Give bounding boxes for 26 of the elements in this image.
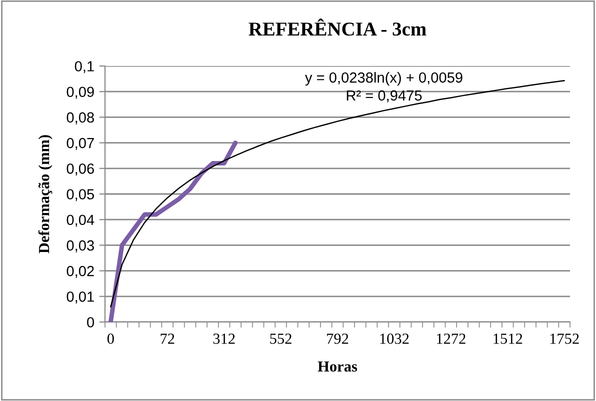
y-axis-title: Deformação (mm) (38, 135, 52, 254)
chart-title: REFERÊNCIA - 3cm (248, 18, 426, 36)
y-tick-label: 0,09 (66, 86, 94, 99)
x-tick-label: 1272 (436, 334, 466, 344)
line-series (108, 140, 238, 322)
y-tick-label: 0,03 (66, 240, 94, 252)
x-tick-label: 72 (160, 334, 174, 344)
y-tick-label: 0,1 (74, 61, 94, 74)
x-tick-label: 1512 (494, 334, 522, 344)
x-tick-label: 0 (107, 334, 114, 344)
x-tick-label: 312 (213, 334, 235, 344)
y-tick-label: 0,02 (66, 266, 94, 278)
x-tick-label: 1032 (380, 334, 409, 344)
annotation: y = 0,0238ln(x) + 0,0059 (304, 72, 462, 86)
x-axis-title: Horas (318, 361, 358, 372)
x-tick-label: 552 (270, 334, 292, 344)
y-tick-label: 0,04 (66, 214, 94, 227)
y-tick-label: 0,01 (66, 292, 94, 304)
y-tick-label: 0,06 (66, 164, 94, 176)
y-tick-label: 0,07 (66, 138, 94, 150)
x-tick-label: 1752 (550, 334, 579, 344)
y-tick-label: 0 (87, 317, 94, 328)
x-tick-label: 792 (327, 334, 348, 344)
y-tick-label: 0,05 (66, 189, 94, 202)
annotation: R² = 0,9475 (346, 90, 422, 102)
y-tick-label: 0,08 (66, 112, 94, 124)
